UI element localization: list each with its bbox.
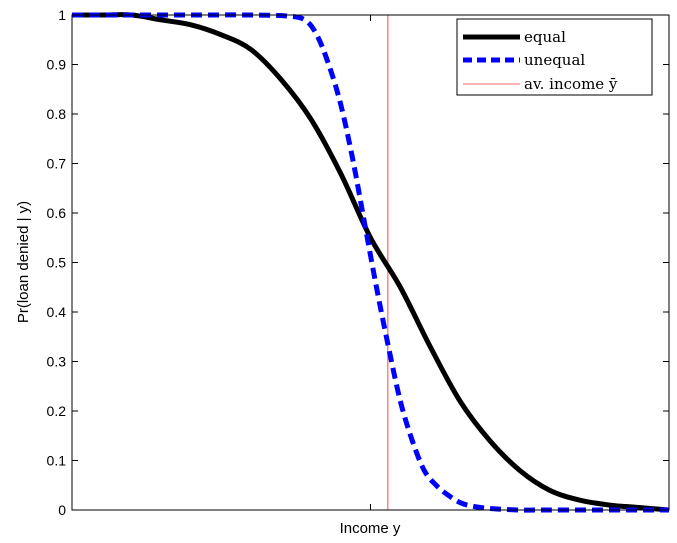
series-line-equal <box>72 12 670 513</box>
y-tick-label: 0 <box>58 502 66 518</box>
series-line-unequal <box>72 12 669 513</box>
y-tick-label: 1 <box>58 7 66 23</box>
y-tick-label: 0.7 <box>47 156 67 172</box>
y-tick-label: 0.5 <box>47 255 67 271</box>
y-tick-label: 0.1 <box>47 453 67 469</box>
x-axis-label: Income y <box>340 520 401 537</box>
legend-box <box>456 18 653 96</box>
y-tick-label: 0.8 <box>47 106 67 122</box>
plot-area <box>72 15 669 510</box>
y-tick-label: 0.9 <box>47 57 67 73</box>
legend-label-average-income: av. income ȳ <box>524 75 618 93</box>
y-axis-label: Pr(loan denied | y) <box>15 201 32 323</box>
legend-label-unequal: unequal <box>524 51 585 69</box>
y-tick-label: 0.2 <box>47 403 67 419</box>
y-tick-label: 0.4 <box>47 304 67 320</box>
legend: equal unequal av. income ȳ <box>456 18 653 96</box>
ticks-layer: 0 0.1 0.2 0.3 0.4 0.5 0.6 0.7 0.8 0.9 1 <box>47 7 669 518</box>
series-layer <box>72 12 670 513</box>
y-tick-label: 0.3 <box>47 354 67 370</box>
y-tick-label: 0.6 <box>47 205 67 221</box>
legend-label-equal: equal <box>524 28 566 46</box>
